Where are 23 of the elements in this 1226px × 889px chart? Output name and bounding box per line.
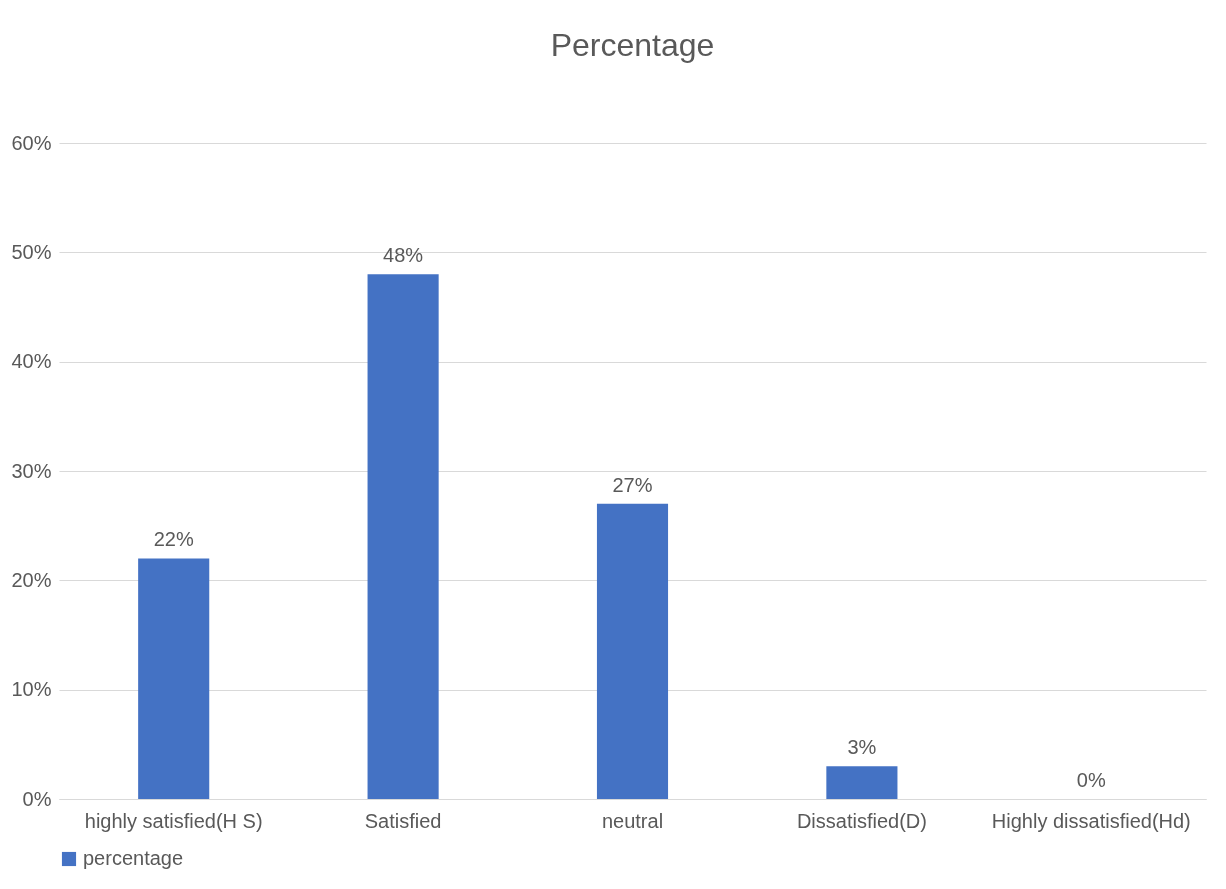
x-tick-label: neutral — [601, 809, 664, 832]
y-tick-label: 40% — [11, 350, 52, 373]
y-tick-label: 50% — [11, 240, 52, 263]
bar — [826, 766, 898, 799]
data-label: 3% — [847, 736, 877, 759]
y-tick-label: 30% — [11, 459, 52, 482]
y-tick-label: 0% — [22, 787, 52, 810]
bar — [367, 274, 439, 799]
data-label: 48% — [383, 244, 424, 267]
bar — [596, 503, 669, 799]
x-tick-label: highly satisfied(H S) — [84, 809, 263, 832]
y-tick-label: 20% — [11, 568, 52, 591]
x-tick-label: Dissatisfied(D) — [796, 809, 927, 832]
chart-title: Percentage — [550, 27, 715, 63]
bar — [138, 558, 210, 799]
x-tick-label: Highly dissatisfied(Hd) — [991, 809, 1191, 832]
legend-label: percentage — [83, 847, 184, 869]
y-tick-label: 10% — [11, 678, 52, 701]
data-label: 22% — [153, 528, 194, 551]
y-tick-label: 60% — [11, 131, 52, 154]
data-label: 0% — [1076, 769, 1106, 791]
data-label: 27% — [612, 473, 653, 496]
x-tick-label: Satisfied — [364, 809, 442, 832]
